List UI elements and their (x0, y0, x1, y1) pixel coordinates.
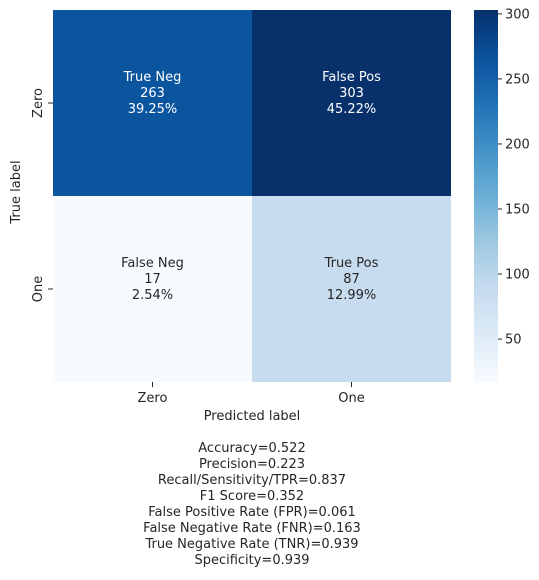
y-axis-ticks: Zero One (31, 88, 53, 302)
cell-category-label: True Pos (324, 256, 379, 271)
x-tick-label: One (338, 391, 364, 406)
cell-category-label: False Pos (322, 70, 381, 85)
colorbar-tick-label: 200 (505, 137, 530, 152)
cell-percent-label: 12.99% (327, 288, 377, 303)
colorbar-tick-label: 150 (505, 203, 530, 218)
y-tick-label: Zero (31, 88, 46, 118)
metric-line: F1 Score=0.352 (199, 489, 305, 504)
cell-count-label: 303 (339, 86, 364, 101)
colorbar (474, 10, 498, 382)
colorbar-tick-label: 50 (505, 333, 522, 348)
metrics-summary: Accuracy=0.522 Precision=0.223 Recall/Sens… (0, 441, 504, 569)
metric-line: True Negative Rate (TNR)=0.939 (145, 537, 359, 552)
colorbar-ticks: 50 100 150 200 250 300 (498, 7, 530, 348)
cell-percent-label: 2.54% (132, 288, 173, 303)
metric-line: Accuracy=0.522 (198, 441, 306, 456)
cell-count-label: 17 (144, 272, 161, 287)
cell-percent-label: 39.25% (128, 102, 178, 117)
heatmap-cell (53, 10, 252, 196)
cell-count-label: 87 (343, 272, 360, 287)
cell-count-label: 263 (140, 86, 165, 101)
cell-percent-label: 45.22% (327, 102, 377, 117)
metric-line: False Negative Rate (FNR)=0.163 (143, 521, 361, 536)
x-axis-ticks: Zero One (138, 382, 365, 406)
x-axis-label: Predicted label (204, 409, 301, 424)
metric-line: Precision=0.223 (198, 457, 306, 472)
y-tick-label: One (31, 276, 46, 302)
metric-line: Recall/Sensitivity/TPR=0.837 (157, 473, 347, 488)
heatmap-cell (252, 196, 451, 382)
cell-category-label: True Neg (123, 70, 182, 85)
heatmap-cell (53, 196, 252, 382)
colorbar-tick-label: 250 (505, 72, 530, 87)
colorbar-tick-label: 100 (505, 268, 530, 283)
metric-line: Specificity=0.939 (194, 553, 310, 568)
heatmap-cell (252, 10, 451, 196)
y-axis-label: True label (9, 160, 24, 224)
metric-line: False Positive Rate (FPR)=0.061 (148, 505, 356, 520)
colorbar-tick-label: 300 (505, 7, 530, 22)
cell-category-label: False Neg (121, 256, 184, 271)
x-tick-label: Zero (138, 391, 168, 406)
